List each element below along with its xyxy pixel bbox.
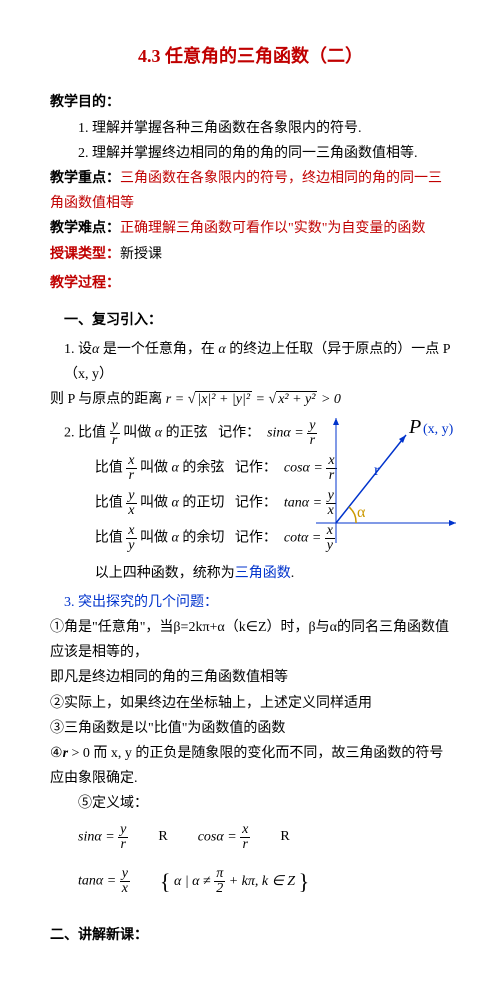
svg-text:(x, y): (x, y) [423, 422, 454, 437]
head-focus: 教学重点： [50, 171, 120, 186]
type-body: 新授课 [120, 247, 162, 262]
review-p1: 1. 设α 是一个任意角，在 α 的终边上任取（异于原点的）一点 P（x, y） [64, 337, 451, 387]
explore-4: ④r > 0 而 x, y 的正负是随象限的变化而不同，故三角函数的符号应由象限… [50, 741, 451, 791]
obj-1: 1. 理解并掌握各种三角函数在各象限内的符号. [78, 116, 451, 141]
svg-text:α: α [357, 504, 366, 521]
obj-2: 2. 理解并掌握终边相同的角的角的同一三角函数值相等. [78, 141, 451, 166]
difficulty-body: 正确理解三角函数可看作以"实数"为自变量的函数 [120, 221, 425, 236]
newlesson-head: 二、讲解新课： [50, 913, 451, 948]
unit-circle-diagram: P (x, y) r α [311, 413, 461, 548]
explore-5: ⑤定义域： [78, 791, 451, 816]
head-process: 教学过程： [50, 271, 451, 296]
svg-text:P: P [408, 416, 421, 438]
domain-row2: tanα = yx { α | α ≠ π2 + kπ, k ∈ Z } [78, 852, 451, 902]
explore-3: ③三角函数是以"比值"为函数值的函数 [50, 716, 451, 741]
review-head: 一、复习引入： [64, 308, 451, 333]
head-objective: 教学目的： [50, 95, 120, 110]
section-focus: 教学重点：三角函数在各象限内的符号，终边相同的角的同一三角函数值相等 [50, 166, 451, 216]
explore-1b: 即凡是终边相同的角的三角函数值相等 [50, 665, 451, 690]
page-title: 4.3 任意角的三角函数（二） [50, 40, 451, 72]
section-objective: 教学目的： 1. 理解并掌握各种三角函数在各象限内的符号. 2. 理解并掌握终边… [50, 90, 451, 166]
head-type: 授课类型： [50, 247, 120, 262]
explore-2: ②实际上，如果终边在坐标轴上，上述定义同样适用 [50, 691, 451, 716]
explore-1: ①角是"任意角"，当β=2kπ+α（k∈Z）时，β与α的同名三角函数值应该是相等… [50, 615, 451, 665]
explore-head: 3. 突出探究的几个问题： [64, 586, 451, 615]
svg-text:r: r [374, 462, 380, 479]
section-type: 授课类型：新授课 [50, 242, 451, 267]
distance-formula: 则 P 与原点的距离 r = √|x|² + |y|² = √x² + y² >… [50, 387, 451, 412]
head-difficulty: 教学难点： [50, 221, 120, 236]
domain-row1: sinα = yr R cosα = xr R [78, 817, 451, 852]
trig-summary: 以上四种函数，统称为三角函数. [95, 553, 451, 586]
section-difficulty: 教学难点：正确理解三角函数可看作以"实数"为自变量的函数 [50, 216, 451, 241]
